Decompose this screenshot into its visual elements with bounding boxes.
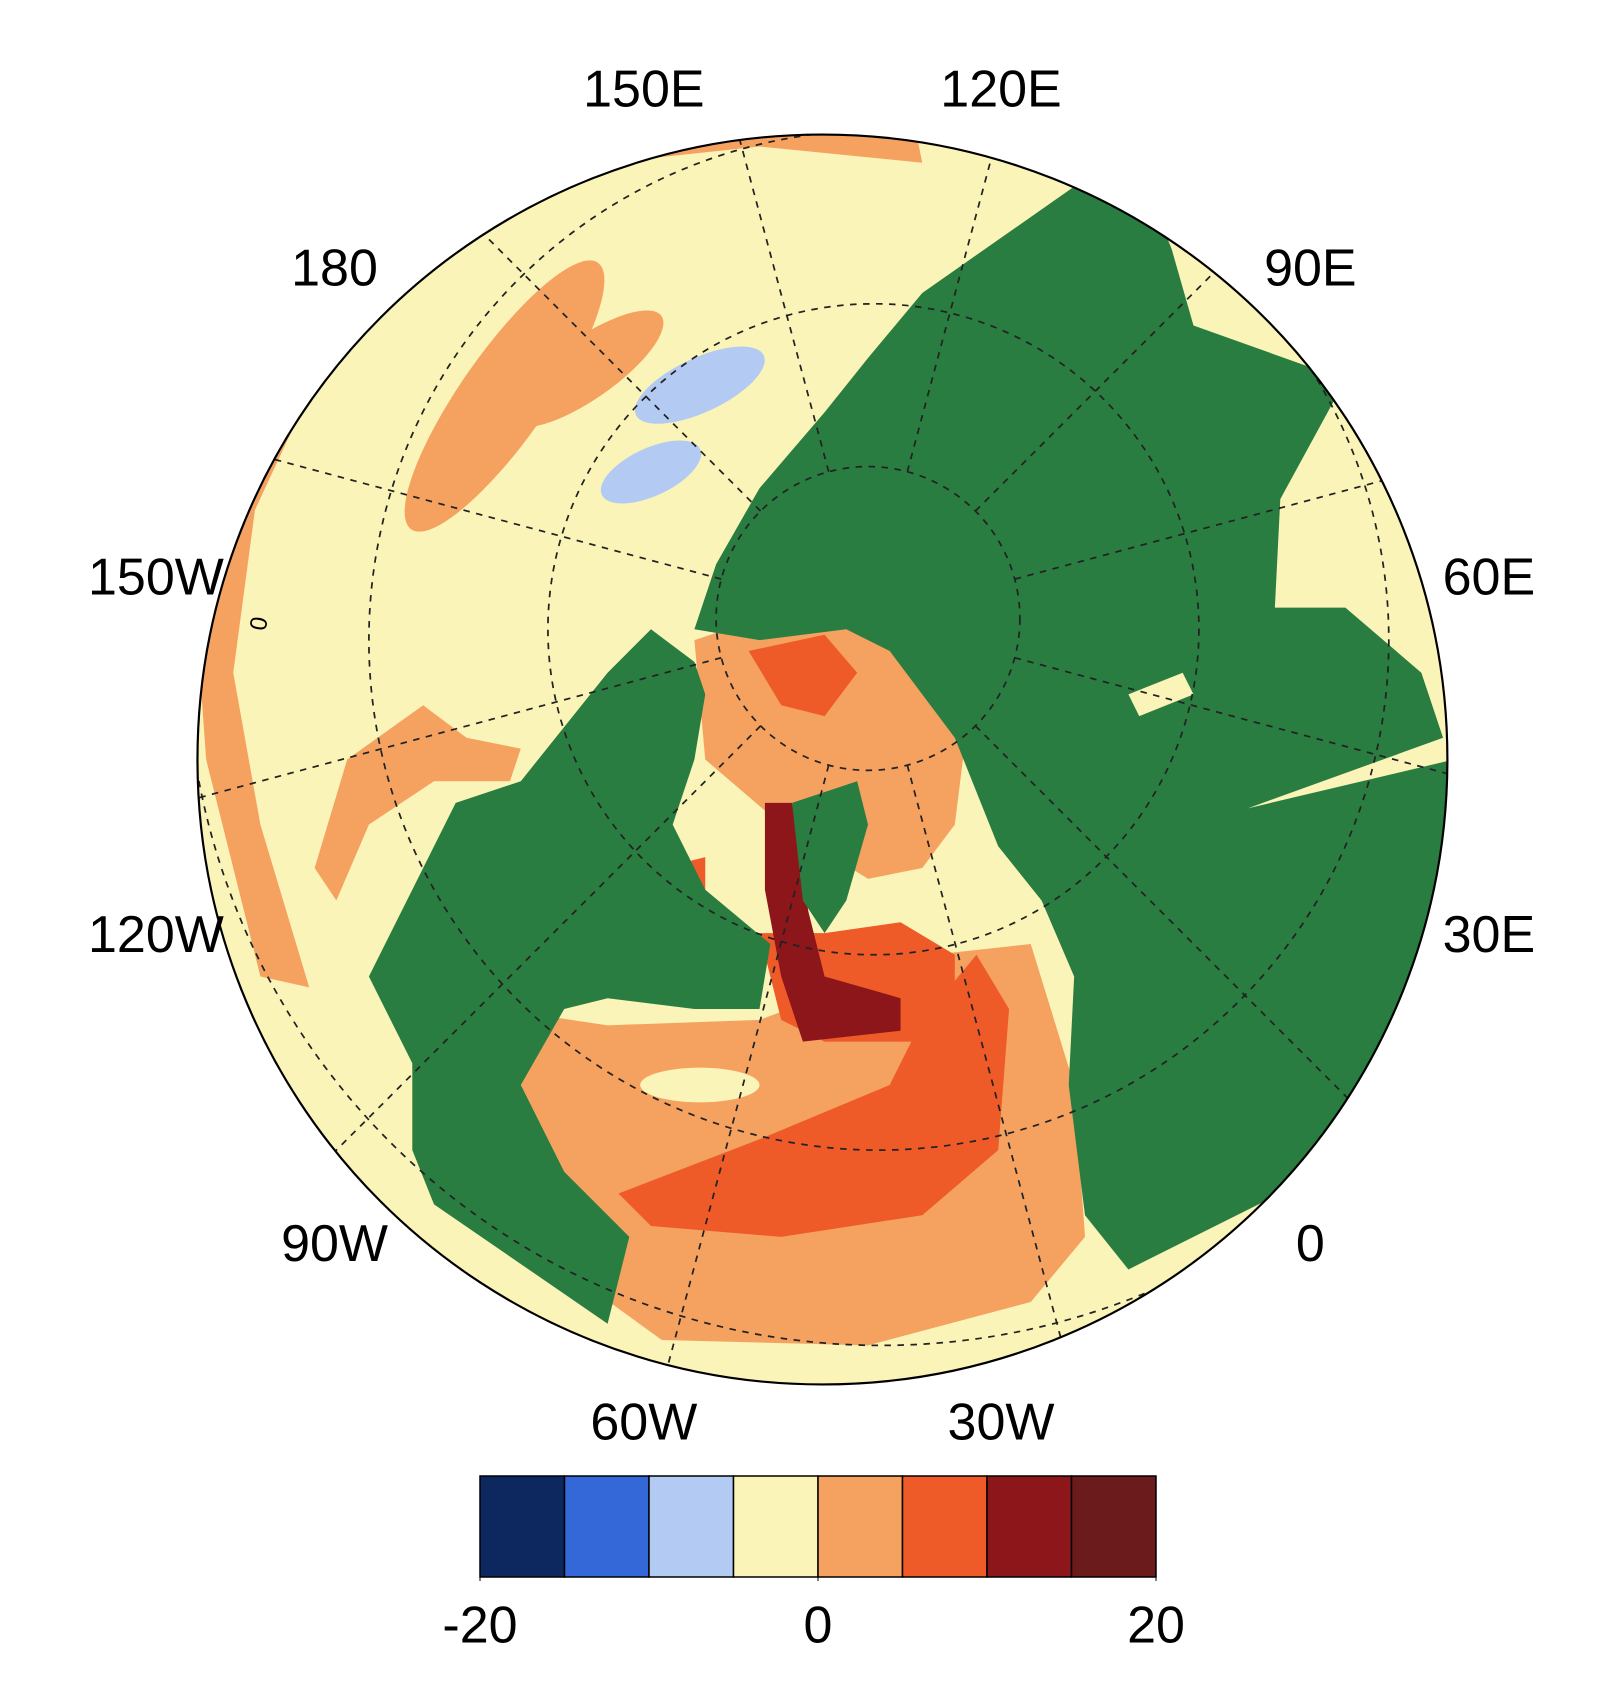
- inland-sea: [1128, 672, 1194, 717]
- longitude-label: 150W: [88, 549, 224, 607]
- colorbar-bin: [1070, 1475, 1157, 1578]
- latitude-circle: [547, 302, 1200, 956]
- anomaly-patch: [694, 618, 966, 879]
- longitude-label: 180: [291, 239, 378, 297]
- longitude-label: 90W: [281, 1215, 388, 1273]
- latitude-circle: [715, 465, 1021, 772]
- map-disk: [197, 134, 1448, 1385]
- contour-label: 0: [245, 615, 274, 633]
- colorbar-bin: [732, 1475, 819, 1578]
- anomaly-region: [618, 954, 1010, 1237]
- colorbar-tick-label: -20: [442, 1597, 517, 1655]
- longitude-label: 120W: [88, 906, 224, 964]
- longitude-label: 0: [1296, 1215, 1325, 1273]
- longitude-label: 30W: [948, 1394, 1055, 1452]
- longitude-label: 150E: [583, 61, 704, 119]
- anomaly-patch: [748, 634, 858, 717]
- meridian: [974, 134, 1448, 512]
- anomaly-patch: [314, 705, 521, 901]
- colorbar-tick-label: 0: [804, 1597, 833, 1655]
- anomaly-band: [197, 134, 923, 988]
- meridian: [906, 134, 1094, 472]
- meridian: [1014, 392, 1448, 580]
- map: 0: [196, 133, 1449, 1386]
- longitude-label: 120E: [940, 61, 1061, 119]
- meridian: [253, 725, 762, 1233]
- longitude-label: 60W: [590, 1394, 697, 1452]
- meridian: [253, 134, 762, 512]
- colorbar-bin: [563, 1475, 650, 1578]
- colorbar-bin: [901, 1475, 988, 1578]
- meridian: [197, 392, 722, 580]
- anomaly-patch-cool: [634, 346, 765, 424]
- anomaly-patch: [640, 1067, 760, 1103]
- longitude-labels: 0 30E 60E 90E 120E 150E 180 150W 120W 90W 60W 30W: [88, 61, 1535, 1452]
- colorbar-bin: [817, 1475, 904, 1578]
- colorbar-bin: [986, 1475, 1073, 1578]
- land: [368, 629, 771, 1324]
- meridian: [197, 656, 722, 844]
- longitude-label: 30E: [1443, 906, 1536, 964]
- anomaly-patch: [508, 310, 664, 428]
- land: [792, 781, 868, 934]
- colorbar: -20 0 20: [442, 1475, 1185, 1655]
- meridian: [974, 725, 1448, 1233]
- map-border: [196, 133, 1449, 1386]
- land: [694, 179, 1448, 1270]
- meridian: [1014, 656, 1448, 844]
- meridian: [642, 134, 830, 472]
- longitude-label: 90E: [1264, 239, 1357, 297]
- anomaly-patch-cool: [600, 440, 702, 504]
- longitude-label: 60E: [1443, 549, 1536, 607]
- anomaly-patch: [404, 260, 605, 532]
- latitude-circle: [368, 134, 1390, 1151]
- colorbar-tick-label: 20: [1127, 1597, 1185, 1655]
- colorbar-bin: [479, 1475, 566, 1578]
- colorbar-bin: [648, 1475, 735, 1578]
